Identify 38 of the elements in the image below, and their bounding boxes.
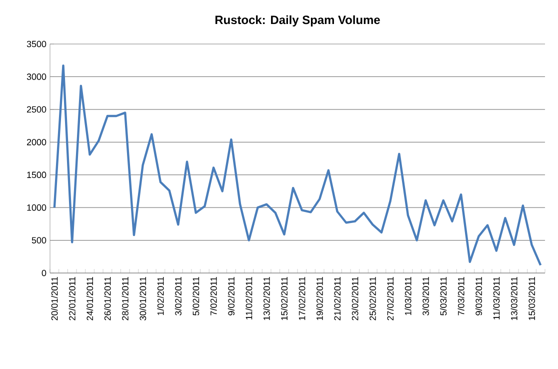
x-tick-label: 20/01/2011 (51, 276, 58, 320)
x-tick-label: 9/02/2011 (228, 276, 235, 316)
y-tick-label: 1000 (27, 204, 46, 211)
x-tick-label: 7/02/2011 (210, 276, 217, 316)
x-tick-label: 19/02/2011 (316, 276, 323, 320)
x-tick-label: 15/02/2011 (280, 276, 288, 320)
x-tick-label: 3/03/2011 (422, 276, 429, 316)
y-tick-label: 0 (42, 270, 46, 276)
x-tick-label: 25/02/2011 (369, 276, 376, 320)
x-tick-label: 1/02/2011 (157, 276, 164, 316)
x-tick-label: 24/01/2011 (86, 276, 94, 320)
y-tick-label: 1500 (27, 172, 46, 178)
x-tick-label: 13/02/2011 (263, 276, 270, 320)
x-tick-label: 26/01/2011 (104, 276, 111, 320)
line-series (53, 64, 542, 266)
y-tick-label: 2000 (26, 138, 46, 146)
x-tick-label: 3/02/2011 (174, 276, 182, 316)
x-tick-label: 27/02/2011 (387, 276, 394, 320)
x-tick-label: 1/03/2011 (404, 276, 412, 316)
x-tick-label: 5/02/2011 (192, 276, 200, 316)
y-tick-label: 3000 (26, 74, 46, 80)
x-tick-label: 11/03/2011 (493, 276, 500, 320)
x-tick-label: 23/02/2011 (352, 276, 358, 320)
x-tick-label: 15/03/2011 (528, 276, 536, 320)
y-tick-label: 500 (32, 237, 46, 244)
x-tick-label: 9/03/2011 (475, 276, 482, 316)
x-tick-label: 30/01/2011 (140, 276, 146, 320)
y-tick-label: 3500 (26, 40, 46, 48)
x-tick-label: 13/03/2011 (510, 276, 518, 320)
y-tick-label: 2500 (26, 106, 46, 113)
x-tick-label: 5/03/2011 (440, 276, 447, 316)
x-tick-label: 17/02/2011 (298, 276, 306, 320)
x-tick-label: 7/03/2011 (458, 276, 464, 316)
x-tick-label: 11/02/2011 (246, 276, 252, 320)
x-tick-label: 22/01/2011 (68, 276, 76, 320)
chart-title: Rustock: Daily Spam Volume (215, 15, 380, 27)
x-tick-label: 28/01/2011 (122, 276, 128, 320)
x-tick-label: 21/02/2011 (334, 276, 341, 320)
